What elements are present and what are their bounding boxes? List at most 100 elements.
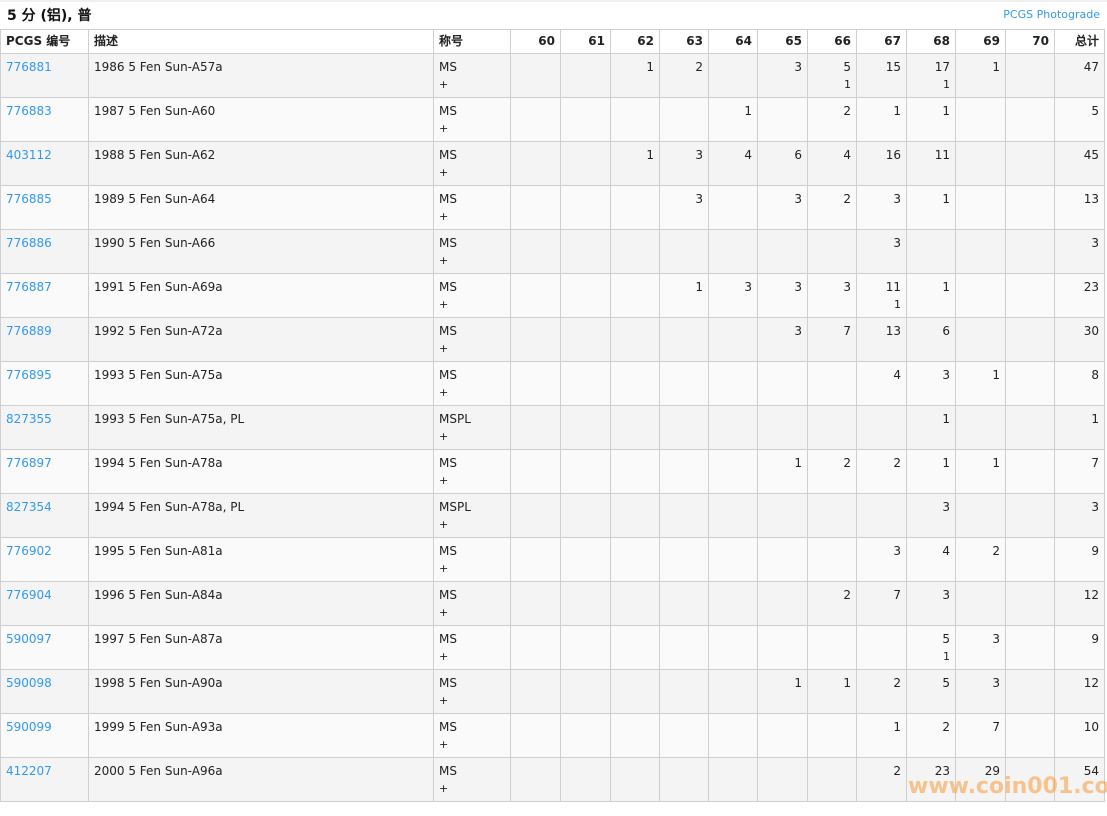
grade-count-cell-66 bbox=[807, 405, 857, 450]
grade-count-cell-70 bbox=[1005, 53, 1055, 98]
pcgs-number-link[interactable]: 776885 bbox=[6, 192, 52, 206]
grade-count: 13 bbox=[885, 324, 901, 338]
grade-count-cell-60 bbox=[510, 625, 561, 670]
designation-cell: MS + bbox=[433, 229, 511, 274]
pcgs-number-link[interactable]: 403112 bbox=[6, 148, 52, 162]
grade-count-cell-61 bbox=[560, 53, 611, 98]
grade-count-cell-66 bbox=[807, 361, 857, 406]
grade-count-cell-64 bbox=[708, 53, 758, 98]
grade-count-cell-63 bbox=[659, 405, 709, 450]
grade-count-cell-70 bbox=[1005, 713, 1055, 758]
grade-count: 3 bbox=[942, 368, 950, 382]
plus-designation-label: + bbox=[439, 650, 449, 663]
plus-designation-label: + bbox=[439, 342, 449, 355]
designation-cell: MS + bbox=[433, 273, 511, 318]
grade-count-cell-66: 1 bbox=[807, 669, 857, 714]
column-header-grade-67: 67 bbox=[856, 29, 907, 54]
column-header-description: 描述 bbox=[88, 29, 434, 54]
pcgs-number-cell: 776881 bbox=[0, 53, 89, 98]
table-row: 590098 1998 5 Fen Sun-A90a MS +1 1 2 5 3 12 bbox=[0, 669, 1105, 714]
table-row: 776904 1996 5 Fen Sun-A84a MS +2 7 3 12 bbox=[0, 581, 1105, 626]
grade-count-cell-62 bbox=[610, 493, 660, 538]
pcgs-number-cell: 590098 bbox=[0, 669, 89, 714]
grade-count: 1 bbox=[794, 456, 802, 470]
grade-count-cell-67 bbox=[856, 493, 907, 538]
table-row: 776895 1993 5 Fen Sun-A75a MS +4 3 1 8 bbox=[0, 361, 1105, 406]
description-cell: 1991 5 Fen Sun-A69a bbox=[88, 273, 434, 318]
designation-cell: MS + bbox=[433, 537, 511, 582]
grade-count: 5 bbox=[942, 676, 950, 690]
pcgs-number-link[interactable]: 776889 bbox=[6, 324, 52, 338]
grade-count-cell-60 bbox=[510, 229, 561, 274]
grade-count-cell-68: 6 bbox=[906, 317, 956, 362]
grade-count-cell-61 bbox=[560, 97, 611, 142]
grade-count-cell-67: 3 bbox=[856, 185, 907, 230]
description-cell: 1993 5 Fen Sun-A75a, PL bbox=[88, 405, 434, 450]
grade-count-cell-62: 1 bbox=[610, 141, 660, 186]
pcgs-number-link[interactable]: 776881 bbox=[6, 60, 52, 74]
pcgs-number-link[interactable]: 590097 bbox=[6, 632, 52, 646]
grade-count-cell-63: 1 bbox=[659, 273, 709, 318]
grade-count: 1 bbox=[744, 104, 752, 118]
plus-designation-label: + bbox=[439, 254, 449, 267]
grade-count-cell-64 bbox=[708, 185, 758, 230]
pcgs-number-link[interactable]: 776886 bbox=[6, 236, 52, 250]
pcgs-number-link[interactable]: 827354 bbox=[6, 500, 52, 514]
pcgs-number-link[interactable]: 776895 bbox=[6, 368, 52, 382]
pcgs-number-link[interactable]: 776887 bbox=[6, 280, 52, 294]
pcgs-photograde-link[interactable]: PCGS Photograde bbox=[1003, 8, 1100, 21]
pcgs-number-link[interactable]: 776904 bbox=[6, 588, 52, 602]
total-cell: 8 bbox=[1054, 361, 1105, 406]
grade-count: 7 bbox=[843, 324, 851, 338]
grade-count-cell-62 bbox=[610, 185, 660, 230]
table-row: 776897 1994 5 Fen Sun-A78a MS +1 2 2 1 1 7 bbox=[0, 449, 1105, 494]
column-header-total: 总计 bbox=[1054, 29, 1105, 54]
grade-count: 7 bbox=[992, 720, 1000, 734]
pcgs-number-link[interactable]: 776897 bbox=[6, 456, 52, 470]
pcgs-number-link[interactable]: 776902 bbox=[6, 544, 52, 558]
grade-count-cell-63 bbox=[659, 449, 709, 494]
grade-count-cell-60 bbox=[510, 581, 561, 626]
plus-designation-label: + bbox=[439, 474, 449, 487]
pcgs-number-link[interactable]: 827355 bbox=[6, 412, 52, 426]
description-cell: 1988 5 Fen Sun-A62 bbox=[88, 141, 434, 186]
grade-count-cell-65: 3 bbox=[757, 53, 808, 98]
grade-count: 6 bbox=[794, 148, 802, 162]
grade-count-cell-68: 17 1 bbox=[906, 53, 956, 98]
pcgs-number-link[interactable]: 412207 bbox=[6, 764, 52, 778]
grade-count-cell-64 bbox=[708, 669, 758, 714]
grade-count-cell-67: 1 bbox=[856, 713, 907, 758]
grade-count-cell-61 bbox=[560, 229, 611, 274]
grade-count-cell-64 bbox=[708, 405, 758, 450]
grade-count-cell-64 bbox=[708, 713, 758, 758]
grade-count-cell-64 bbox=[708, 537, 758, 582]
grade-count-cell-60 bbox=[510, 713, 561, 758]
grade-count-cell-64: 3 bbox=[708, 273, 758, 318]
pcgs-number-link[interactable]: 590098 bbox=[6, 676, 52, 690]
grade-count-cell-61 bbox=[560, 361, 611, 406]
grade-count: 5 bbox=[843, 60, 851, 74]
table-row: 776881 1986 5 Fen Sun-A57a MS +1 2 3 5 1 15 17 1 1 4… bbox=[0, 53, 1105, 98]
designation-label: MS bbox=[439, 720, 457, 734]
designation-cell: MS + bbox=[433, 757, 511, 802]
plus-designation-label: + bbox=[439, 298, 449, 311]
column-header-grade-66: 66 bbox=[807, 29, 857, 54]
grade-count: 1 bbox=[646, 60, 654, 74]
grade-count: 1 bbox=[646, 148, 654, 162]
designation-label: MS bbox=[439, 192, 457, 206]
grade-count-cell-60 bbox=[510, 53, 561, 98]
pcgs-number-link[interactable]: 590099 bbox=[6, 720, 52, 734]
description-cell: 1993 5 Fen Sun-A75a bbox=[88, 361, 434, 406]
plus-designation-label: + bbox=[439, 518, 449, 531]
plus-designation-label: + bbox=[439, 166, 449, 179]
table-row: 776886 1990 5 Fen Sun-A66 MS +3 3 bbox=[0, 229, 1105, 274]
total-cell: 1 bbox=[1054, 405, 1105, 450]
column-header-grade-63: 63 bbox=[659, 29, 709, 54]
grade-count-cell-61 bbox=[560, 581, 611, 626]
grade-count-cell-63 bbox=[659, 229, 709, 274]
grade-count-cell-70 bbox=[1005, 449, 1055, 494]
grade-count-cell-63 bbox=[659, 537, 709, 582]
grade-count-cell-65: 6 bbox=[757, 141, 808, 186]
designation-cell: MS + bbox=[433, 97, 511, 142]
pcgs-number-link[interactable]: 776883 bbox=[6, 104, 52, 118]
